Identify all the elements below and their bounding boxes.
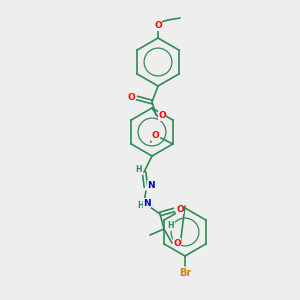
Text: Br: Br — [179, 268, 191, 278]
Text: O: O — [176, 205, 184, 214]
Text: H: H — [137, 200, 143, 209]
Text: O: O — [173, 238, 181, 247]
Text: O: O — [152, 131, 160, 140]
Text: O: O — [158, 112, 166, 121]
Text: H: H — [168, 221, 174, 230]
Text: H: H — [136, 166, 142, 175]
Text: O: O — [127, 94, 135, 103]
Text: N: N — [147, 181, 155, 190]
Text: O: O — [154, 22, 162, 31]
Text: N: N — [143, 199, 151, 208]
